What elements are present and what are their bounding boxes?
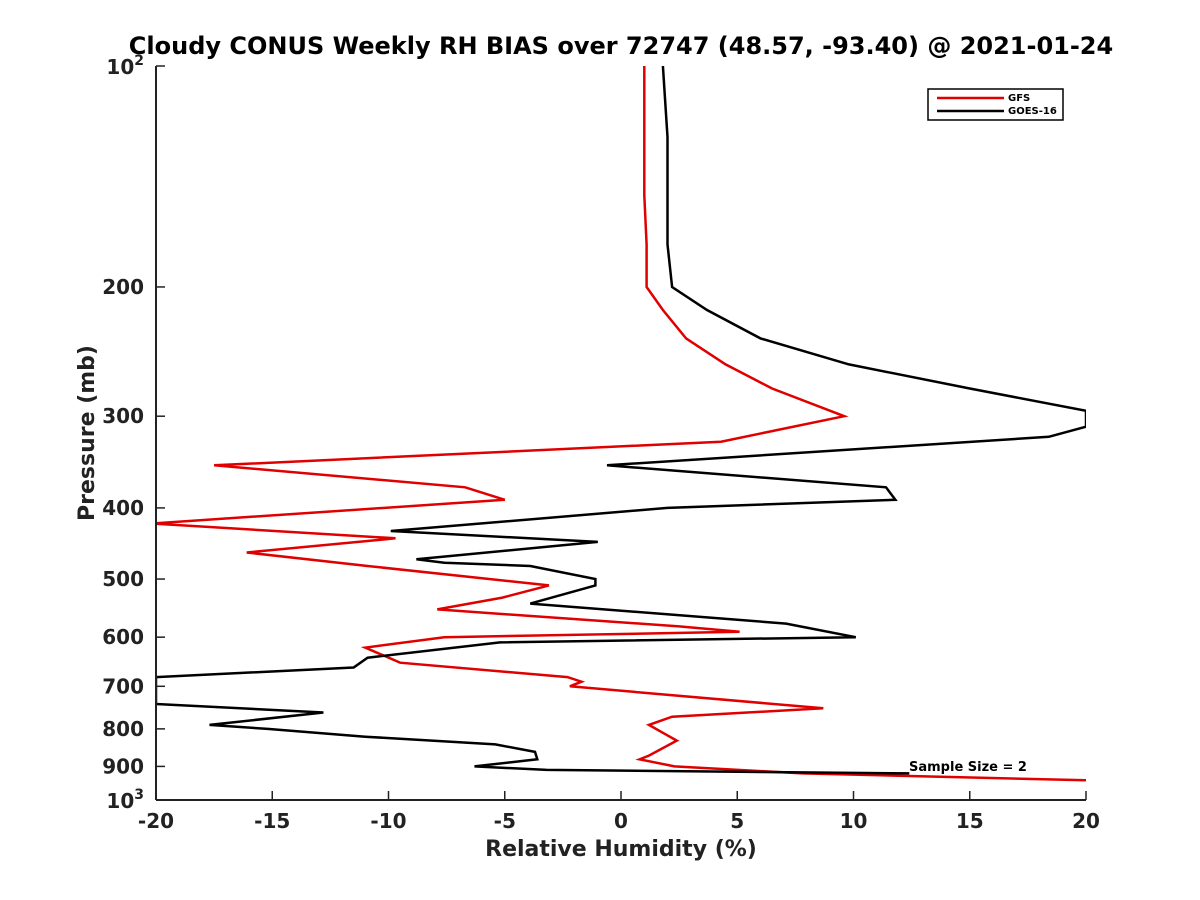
legend-box <box>927 88 1064 121</box>
y-tick-label-power: 103 <box>106 787 144 813</box>
series-line-gfs <box>156 66 1086 782</box>
x-tick-label: -15 <box>254 809 290 833</box>
legend: GFS GOES-16 <box>927 88 1064 121</box>
x-tick-label: -10 <box>370 809 406 833</box>
y-tick-label: 500 <box>102 567 144 591</box>
legend-label-goes16: GOES-16 <box>1008 106 1057 117</box>
x-tick-label: -5 <box>494 809 516 833</box>
x-axis-label: Relative Humidity (%) <box>485 837 757 862</box>
y-tick-label: 600 <box>102 625 144 649</box>
x-tick-label: 0 <box>614 809 628 833</box>
chart-title: Cloudy CONUS Weekly RH BIAS over 72747 (… <box>129 32 1113 60</box>
series-layer <box>156 66 1086 782</box>
x-tick-label: 10 <box>840 809 868 833</box>
y-tick-label: 800 <box>102 717 144 741</box>
x-tick-label: 5 <box>730 809 744 833</box>
y-tick-label: 700 <box>102 674 144 698</box>
series-line-goes16 <box>156 66 1086 775</box>
legend-label-gfs: GFS <box>1008 93 1030 104</box>
x-tick-label: -20 <box>138 809 174 833</box>
y-tick-label: 300 <box>102 404 144 428</box>
ticks-layer: -20 -15 -10 -5 0 5 10 15 20 200 300 400 500 600 700 800… <box>102 53 1100 833</box>
y-tick-label-power: 102 <box>106 53 144 79</box>
plot-background <box>156 66 1086 800</box>
y-tick-label: 400 <box>102 496 144 520</box>
y-axis-label: Pressure (mb) <box>75 345 100 521</box>
x-tick-label: 20 <box>1072 809 1100 833</box>
sample-size-annotation: Sample Size = 2 <box>909 760 1027 775</box>
x-tick-label: 15 <box>956 809 984 833</box>
plot-area: -20 -15 -10 -5 0 5 10 15 20 200 300 400 500 600 700 800… <box>102 53 1100 833</box>
y-tick-label: 900 <box>102 754 144 778</box>
y-tick-label: 200 <box>102 275 144 299</box>
